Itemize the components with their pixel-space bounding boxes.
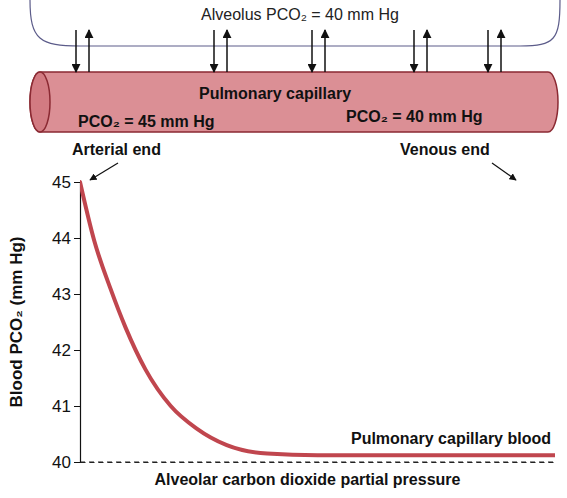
pointer-arrow — [90, 163, 118, 180]
diffusion-arrow-out — [324, 30, 326, 72]
diagram: Alveolus PCO₂ = 40 mm Hg Pulmonary capill… — [30, 0, 560, 180]
y-tick-mark — [74, 406, 80, 407]
capillary-label: Pulmonary capillary — [199, 85, 351, 102]
figure: Alveolus PCO₂ = 40 mm Hg Pulmonary capill… — [0, 0, 567, 498]
pointer-arrow — [492, 163, 516, 180]
y-tick-mark — [74, 462, 80, 463]
venous-pco2: PCO₂ = 40 mm Hg — [346, 108, 482, 125]
chart: Alveolar carbon dioxide partial pressure… — [52, 173, 555, 488]
diffusion-arrow-out — [226, 30, 228, 72]
y-tick-label: 43 — [52, 285, 71, 304]
arterial-pco2: PCO₂ = 45 mm Hg — [78, 113, 214, 130]
y-tick: 42 — [52, 341, 80, 360]
y-tick: 45 — [52, 173, 80, 192]
diffusion-arrow-in — [413, 30, 415, 72]
x-axis-line — [81, 462, 556, 463]
y-tick-mark — [74, 350, 80, 351]
diffusion-arrow-in — [311, 30, 313, 72]
reference-label: Alveolar carbon dioxide partial pressure — [155, 471, 461, 488]
y-tick-mark — [74, 238, 80, 239]
diffusion-arrow-in — [213, 30, 215, 72]
y-axis: 40 41 42 43 44 45 — [52, 173, 80, 472]
venous-end: Venous end — [400, 141, 490, 158]
diffusion-arrow-in — [75, 30, 77, 72]
series-label: Pulmonary capillary blood — [351, 430, 551, 447]
y-tick-label: 42 — [52, 341, 71, 360]
y-tick-label: 40 — [52, 453, 71, 472]
y-tick-label: 41 — [52, 397, 71, 416]
diffusion-arrow-out — [500, 30, 502, 72]
y-tick: 41 — [52, 397, 80, 416]
alveolus-wall — [30, 0, 560, 46]
y-axis-line — [74, 183, 81, 463]
y-tick-label: 45 — [52, 173, 71, 192]
capillary-end — [30, 72, 50, 132]
reference-line — [80, 461, 555, 462]
y-tick-mark — [74, 294, 80, 295]
y-tick: 43 — [52, 285, 80, 304]
diffusion-arrow-out — [88, 30, 90, 72]
y-tick: 40 — [52, 453, 80, 472]
capillary-body — [30, 72, 558, 132]
data-line — [80, 182, 555, 455]
alveolus-label: Alveolus PCO₂ = 40 mm Hg — [201, 6, 399, 23]
diffusion-arrow-out — [426, 30, 428, 72]
y-tick-label: 44 — [52, 229, 71, 248]
diffusion-arrow-in — [487, 30, 489, 72]
y-axis-title: Blood PCO₂ (mm Hg) — [7, 237, 26, 408]
x-axis — [81, 462, 556, 463]
plot-area — [80, 182, 555, 455]
y-tick: 44 — [52, 229, 80, 248]
y-tick-mark — [74, 182, 80, 183]
arterial-end: Arterial end — [72, 141, 161, 158]
